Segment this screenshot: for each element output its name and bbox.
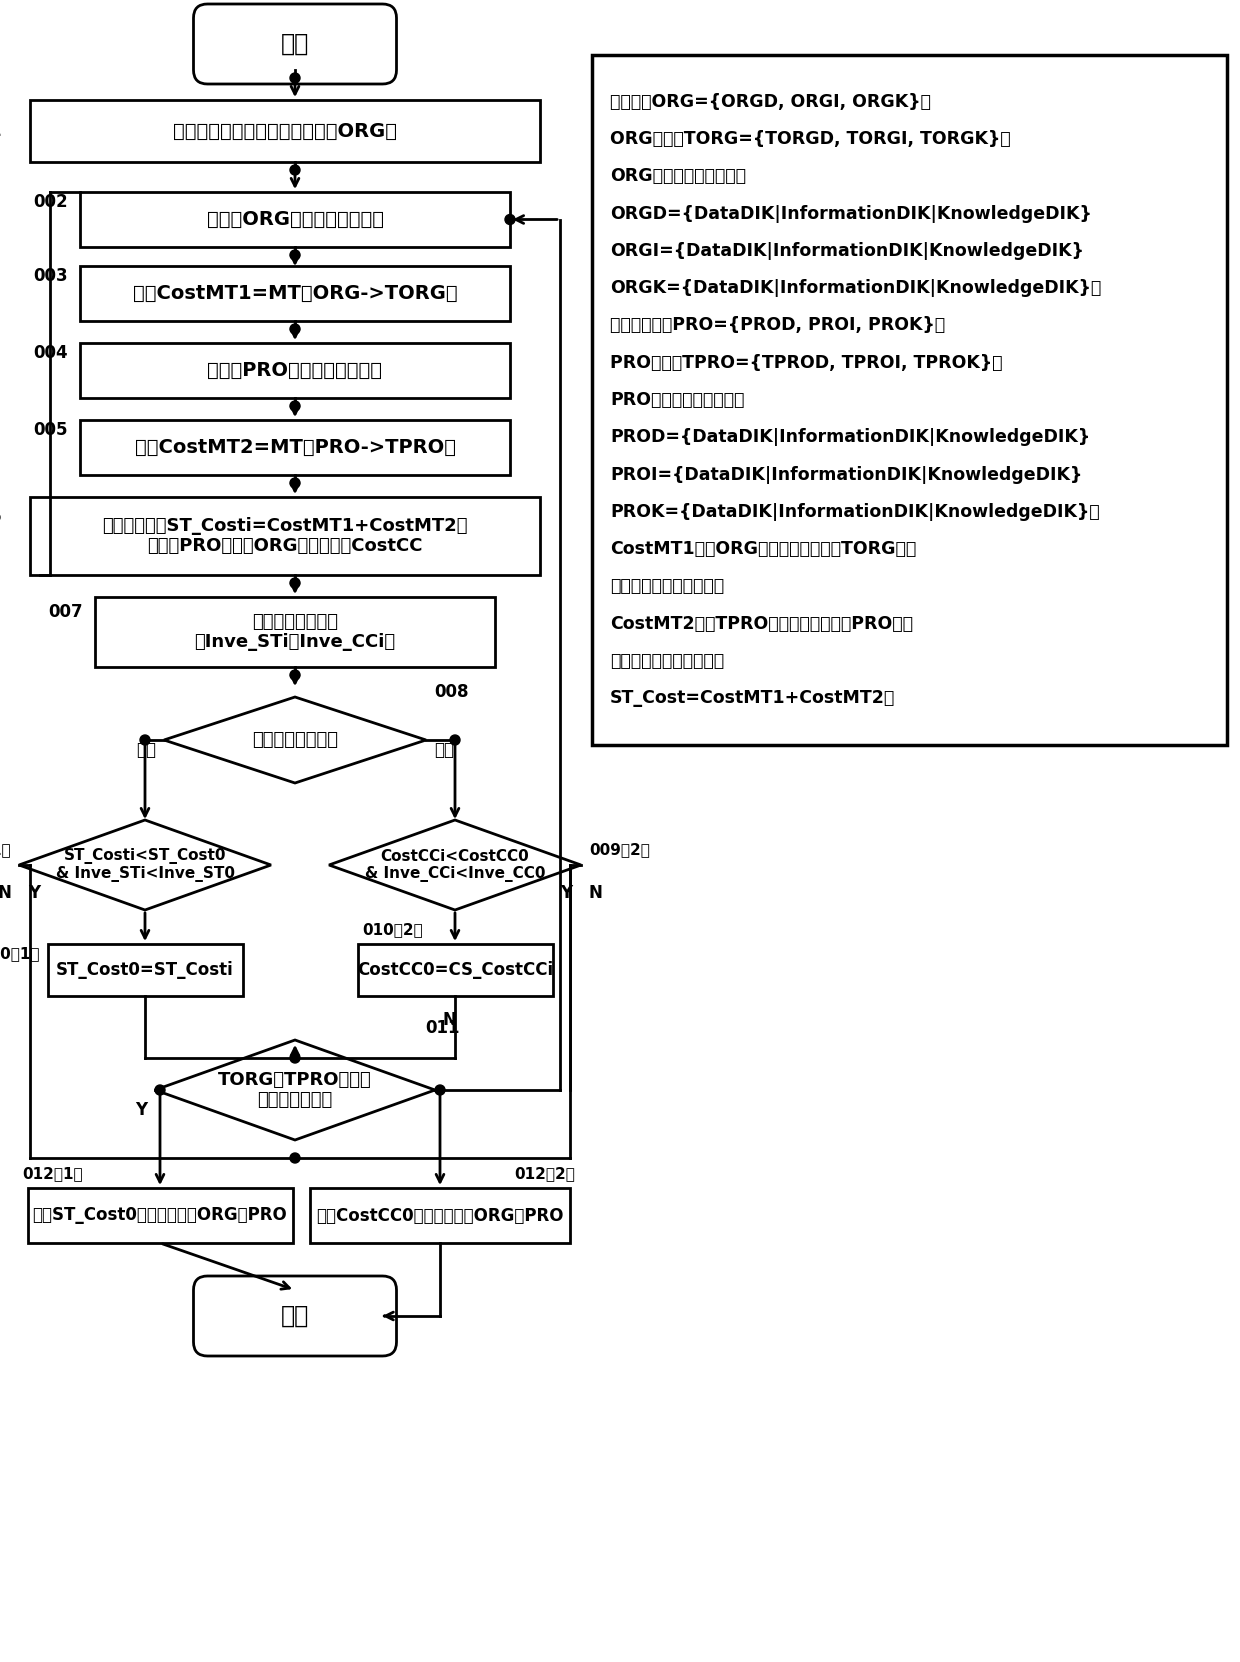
Circle shape [155, 1085, 165, 1095]
Text: 依次取PRO中的资源组合情形: 依次取PRO中的资源组合情形 [207, 361, 382, 381]
Text: N: N [443, 1010, 456, 1029]
FancyBboxPatch shape [81, 193, 510, 248]
Text: ST_Costi<ST_Cost0: ST_Costi<ST_Cost0 [63, 849, 226, 864]
Text: 开始: 开始 [281, 32, 309, 57]
Text: 的资源状态的转移代价；: 的资源状态的转移代价； [610, 577, 724, 595]
FancyBboxPatch shape [27, 1188, 293, 1243]
Text: 合是否穷举完毕: 合是否穷举完毕 [258, 1090, 332, 1109]
Text: CostMT2表示TPRO对应的资源状态到PRO中资: CostMT2表示TPRO对应的资源状态到PRO中资 [610, 615, 913, 633]
Text: 010（1）: 010（1） [0, 946, 40, 962]
Text: 011: 011 [425, 1019, 460, 1037]
FancyBboxPatch shape [310, 1188, 570, 1243]
Text: N: N [589, 884, 603, 902]
Text: 009（1）: 009（1） [0, 843, 11, 858]
Circle shape [290, 324, 300, 334]
FancyBboxPatch shape [357, 944, 553, 996]
FancyBboxPatch shape [30, 497, 539, 575]
FancyBboxPatch shape [193, 1276, 397, 1356]
Text: ORGI={DataDIK|InformationDIK|KnowledgeDIK}: ORGI={DataDIK|InformationDIK|KnowledgeDI… [610, 243, 1084, 259]
Text: 计算CostMT2=MT（PRO->TPRO）: 计算CostMT2=MT（PRO->TPRO） [134, 439, 455, 457]
FancyBboxPatch shape [81, 266, 510, 321]
Circle shape [290, 165, 300, 175]
FancyBboxPatch shape [30, 100, 539, 161]
Text: 计算CostMT1=MT（ORG->TORG）: 计算CostMT1=MT（ORG->TORG） [133, 284, 458, 302]
Text: （Inve_STi和Inve_CCi）: （Inve_STi和Inve_CCi） [195, 633, 396, 652]
FancyBboxPatch shape [591, 55, 1228, 745]
Text: ST_Cost=CostMT1+CostMT2。: ST_Cost=CostMT1+CostMT2。 [610, 690, 895, 708]
Text: 012（2）: 012（2） [515, 1167, 575, 1182]
Text: 计算在PRO中压缩ORG的计算代价CostCC: 计算在PRO中压缩ORG的计算代价CostCC [148, 537, 423, 555]
Circle shape [290, 479, 300, 489]
Polygon shape [164, 696, 427, 783]
Text: PRO的类型TPRO={TPROD, TPROI, TPROK}；: PRO的类型TPRO={TPROD, TPROI, TPROK}； [610, 354, 1002, 372]
Text: N: N [0, 884, 11, 902]
Text: ORGK={DataDIK|InformationDIK|KnowledgeDIK}；: ORGK={DataDIK|InformationDIK|KnowledgeDI… [610, 279, 1101, 297]
Circle shape [290, 670, 300, 680]
Text: 获取用户预期投入: 获取用户预期投入 [252, 613, 339, 632]
FancyBboxPatch shape [47, 944, 243, 996]
Text: & Inve_CCi<Inve_CC0: & Inve_CCi<Inve_CC0 [365, 866, 546, 881]
Text: 原始资源ORG={ORGD, ORGI, ORGK}；: 原始资源ORG={ORGD, ORGI, ORGK}； [610, 93, 931, 111]
Text: TORG或TPRO中的组: TORG或TPRO中的组 [218, 1070, 372, 1089]
Text: CostMT1表示ORG中资源当前状态到TORG对应: CostMT1表示ORG中资源当前状态到TORG对应 [610, 540, 916, 558]
Text: Y: Y [560, 884, 572, 902]
Text: 005: 005 [33, 420, 68, 439]
Circle shape [505, 214, 515, 224]
Text: 带宽: 带宽 [136, 741, 156, 760]
Text: 按照ST_Cost0对应方案调整ORG和PRO: 按照ST_Cost0对应方案调整ORG和PRO [32, 1207, 288, 1225]
Text: 002: 002 [33, 193, 68, 211]
Text: 006: 006 [0, 509, 2, 525]
Text: PRO中的资源组合情形：: PRO中的资源组合情形： [610, 391, 744, 409]
Circle shape [435, 1085, 445, 1095]
Text: ORG中的资源组合情形：: ORG中的资源组合情形： [610, 168, 746, 184]
Text: 007: 007 [48, 603, 83, 622]
Text: 004: 004 [33, 344, 68, 362]
Circle shape [140, 735, 150, 745]
Text: ST_Cost0=ST_Costi: ST_Cost0=ST_Costi [56, 961, 234, 979]
Text: 008: 008 [434, 683, 469, 701]
Polygon shape [19, 819, 272, 911]
Text: CostCCi<CostCC0: CostCCi<CostCC0 [381, 849, 529, 864]
Text: 结束: 结束 [281, 1305, 309, 1328]
Text: 计算: 计算 [434, 741, 454, 760]
Text: Y: Y [29, 884, 40, 902]
Circle shape [290, 578, 300, 588]
Text: 010（2）: 010（2） [362, 922, 423, 937]
Circle shape [290, 1054, 300, 1064]
Text: 源当前状态的转移代价；: 源当前状态的转移代价； [610, 652, 724, 670]
Text: ORGD={DataDIK|InformationDIK|KnowledgeDIK}: ORGD={DataDIK|InformationDIK|KnowledgeDI… [610, 204, 1091, 223]
Text: CostCC0=CS_CostCCi: CostCC0=CS_CostCCi [357, 961, 553, 979]
Text: PROD={DataDIK|InformationDIK|KnowledgeDIK}: PROD={DataDIK|InformationDIK|KnowledgeDI… [610, 429, 1090, 447]
Text: 009（2）: 009（2） [589, 843, 650, 858]
Text: PROK={DataDIK|InformationDIK|KnowledgeDIK}；: PROK={DataDIK|InformationDIK|KnowledgeDI… [610, 504, 1100, 520]
Text: 布置传感器网络采集原始资源（ORG）: 布置传感器网络采集原始资源（ORG） [174, 121, 397, 141]
Text: & Inve_STi<Inve_ST0: & Inve_STi<Inve_ST0 [56, 866, 234, 881]
Text: 处理资源空间PRO={PROD, PROI, PROK}；: 处理资源空间PRO={PROD, PROI, PROK}； [610, 316, 945, 334]
Text: 解决计算或存储？: 解决计算或存储？ [252, 731, 339, 750]
FancyBboxPatch shape [193, 3, 397, 85]
Polygon shape [155, 1040, 435, 1140]
Circle shape [450, 735, 460, 745]
FancyBboxPatch shape [81, 342, 510, 397]
Circle shape [290, 401, 300, 411]
Circle shape [290, 249, 300, 259]
Text: 012（1）: 012（1） [22, 1167, 83, 1182]
Polygon shape [329, 819, 582, 911]
Text: 依次取ORG中的资源组合情形: 依次取ORG中的资源组合情形 [207, 209, 383, 229]
Text: 003: 003 [33, 268, 68, 284]
Text: PROI={DataDIK|InformationDIK|KnowledgeDIK}: PROI={DataDIK|InformationDIK|KnowledgeDI… [610, 465, 1083, 484]
Text: 按照CostCC0对应方案调整ORG和PRO: 按照CostCC0对应方案调整ORG和PRO [316, 1207, 564, 1225]
Text: Y: Y [135, 1100, 148, 1119]
Circle shape [290, 1153, 300, 1163]
Text: 计算存储代价ST_Costi=CostMT1+CostMT2；: 计算存储代价ST_Costi=CostMT1+CostMT2； [102, 517, 467, 535]
Text: 001: 001 [0, 121, 2, 140]
FancyBboxPatch shape [95, 597, 495, 666]
Text: ORG的类型TORG={TORGD, TORGI, TORGK}；: ORG的类型TORG={TORGD, TORGI, TORGK}； [610, 130, 1011, 148]
FancyBboxPatch shape [81, 420, 510, 475]
Circle shape [290, 73, 300, 83]
